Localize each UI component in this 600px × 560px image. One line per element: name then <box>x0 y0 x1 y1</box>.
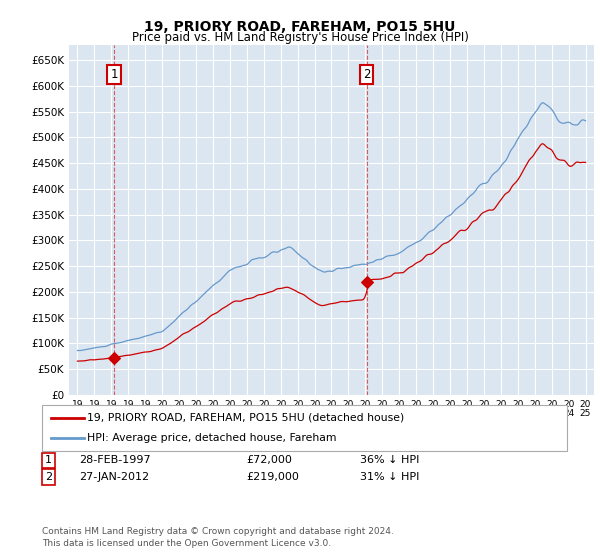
Text: £219,000: £219,000 <box>246 472 299 482</box>
Text: 2: 2 <box>45 472 52 482</box>
Point <box>109 353 119 362</box>
Text: Price paid vs. HM Land Registry's House Price Index (HPI): Price paid vs. HM Land Registry's House … <box>131 31 469 44</box>
Text: 1: 1 <box>110 68 118 81</box>
Text: £72,000: £72,000 <box>246 455 292 465</box>
Text: 31% ↓ HPI: 31% ↓ HPI <box>360 472 419 482</box>
Text: Contains HM Land Registry data © Crown copyright and database right 2024.
This d: Contains HM Land Registry data © Crown c… <box>42 527 394 548</box>
Text: 1: 1 <box>45 455 52 465</box>
Text: 19, PRIORY ROAD, FAREHAM, PO15 5HU (detached house): 19, PRIORY ROAD, FAREHAM, PO15 5HU (deta… <box>87 413 404 423</box>
Text: HPI: Average price, detached house, Fareham: HPI: Average price, detached house, Fare… <box>87 433 337 443</box>
Text: 27-JAN-2012: 27-JAN-2012 <box>79 472 149 482</box>
Text: 19, PRIORY ROAD, FAREHAM, PO15 5HU: 19, PRIORY ROAD, FAREHAM, PO15 5HU <box>145 20 455 34</box>
Point <box>362 278 371 287</box>
Text: 2: 2 <box>363 68 370 81</box>
Text: 36% ↓ HPI: 36% ↓ HPI <box>360 455 419 465</box>
Text: 28-FEB-1997: 28-FEB-1997 <box>79 455 151 465</box>
